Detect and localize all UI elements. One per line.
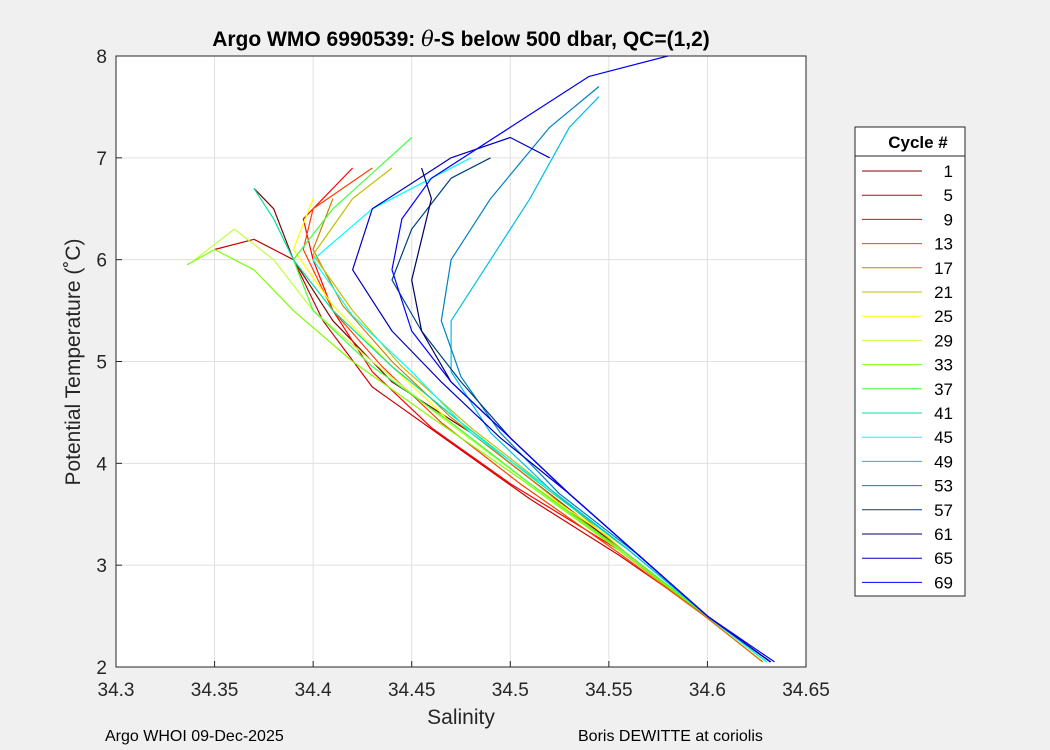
legend-items: 1 5 9 13 17 21 25 29 33 37 41 45 49 53 57 61 65 69 [862,162,953,592]
series-line-cycle-37 [292,137,767,663]
x-tick-label: 34.45 [388,680,436,701]
legend-title: Cycle # [888,133,948,152]
legend-label-cycle-65: 65 [934,549,953,568]
legend-label-cycle-49: 49 [934,452,953,471]
series-line-cycle-69 [391,55,775,663]
x-tick-label: 34.4 [295,680,332,701]
y-tick-label: 3 [96,556,107,577]
x-tick-label: 34.6 [689,680,726,701]
y-tick-label: 5 [96,353,107,374]
footer-left: Argo WHOI 09-Dec-2025 [105,728,284,745]
legend-label-cycle-29: 29 [934,331,953,350]
legend-label-cycle-37: 37 [934,380,953,399]
legend-label-cycle-5: 5 [944,186,953,205]
legend: Cycle # 1 5 9 13 17 21 25 29 33 37 41 45 49 53 57 61 65 6… [854,126,966,597]
y-tick-labels: 2 3 4 5 6 7 8 [96,47,107,679]
chart-title-prefix: Argo WMO 6990539: [212,28,421,51]
legend-label-cycle-69: 69 [934,573,953,592]
x-tick-label: 34.5 [492,680,529,701]
legend-label-cycle-21: 21 [934,283,953,302]
legend-label-cycle-25: 25 [934,307,953,326]
y-tick-label: 7 [96,149,107,170]
x-tick-label: 34.3 [98,680,135,701]
legend-label-cycle-33: 33 [934,356,953,375]
x-tick-label: 34.65 [782,680,830,701]
series-group [186,55,775,663]
x-tick-labels: 34.3 34.35 34.4 34.45 34.5 34.55 34.6 34.65 [98,680,830,701]
y-tick-label: 6 [96,251,107,272]
legend-box [854,126,966,597]
x-tick-label: 34.55 [585,680,633,701]
x-tick-label: 34.35 [191,680,239,701]
legend-label-cycle-17: 17 [934,259,953,278]
legend-label-cycle-45: 45 [934,428,953,447]
y-tick-label: 8 [96,47,107,68]
y-tick-label: 2 [96,658,107,679]
x-axis-label: Salinity [427,706,495,729]
legend-label-cycle-61: 61 [934,525,953,544]
y-tick-label: 4 [96,454,107,475]
series-line-cycle-49 [450,96,771,663]
footer-right: Boris DEWITTE at coriolis [578,728,763,745]
chart-title-suffix: -S below 500 dbar, QC=(1,2) [434,28,710,51]
legend-label-cycle-13: 13 [934,235,953,254]
legend-label-cycle-1: 1 [944,162,953,181]
chart-title-theta: θ [421,27,434,51]
legend-label-cycle-41: 41 [934,404,953,423]
series-line-cycle-33 [186,248,767,663]
y-axis-label: Potential Temperature (˚C) [62,238,85,485]
legend-label-cycle-57: 57 [934,501,953,520]
legend-label-cycle-9: 9 [944,210,953,229]
axes-box [115,55,807,668]
chart-title: Argo WMO 6990539: θ-S below 500 dbar, QC… [212,27,710,51]
legend-label-cycle-53: 53 [934,477,953,496]
